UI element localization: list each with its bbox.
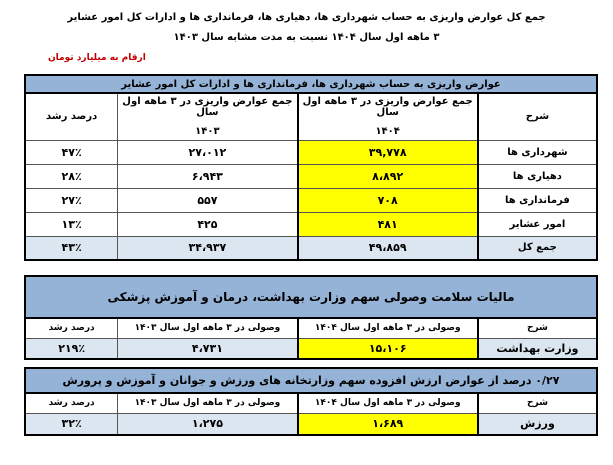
row-desc: وزارت بهداشت: [477, 337, 598, 360]
value-1403: ۴،۷۳۱: [117, 337, 299, 360]
growth-value: ۴۷٪: [24, 139, 119, 165]
total-row: جمع کل ۴۹،۸۵۹ ۳۴،۹۳۷ ۴۳٪: [24, 235, 598, 261]
health-tax-table: مالیات سلامت وصولی سهم وزارت بهداشت، درم…: [24, 275, 598, 360]
table-title: ۰/۲۷ درصد از عوارض ارزش افزوده سهم وزارت…: [24, 367, 598, 394]
header-1404: جمع عوارض واریزی در ۳ ماهه اول سال ۱۴۰۴: [296, 92, 479, 141]
table-title: عوارض واریزی به حساب شهرداری ها، فرماندا…: [24, 74, 598, 94]
header-1403: جمع عوارض واریزی در ۳ ماهه اول سال ۱۴۰۳: [117, 92, 299, 141]
unit-note: ارقام به میلیارد تومان: [48, 53, 146, 63]
growth-value: ۴۳٪: [24, 235, 119, 261]
header-growth: درصد رشد: [24, 317, 119, 339]
header-1404: وصولی در ۳ ماهه اول سال ۱۴۰۴: [296, 392, 479, 414]
value-1404: ۱،۶۸۹: [296, 412, 479, 436]
value-1403: ۴۲۵: [117, 211, 299, 237]
table-title: مالیات سلامت وصولی سهم وزارت بهداشت، درم…: [24, 275, 598, 319]
header-desc: شرح: [477, 392, 598, 414]
table-row: امور عشایر ۴۸۱ ۴۲۵ ۱۳٪: [24, 211, 598, 237]
report-title: جمع کل عوارض واریزی به حساب شهرداری ها، …: [67, 12, 546, 23]
table-row: ورزش ۱،۶۸۹ ۱،۲۷۵ ۳۲٪: [24, 412, 598, 436]
value-1403: ۶،۹۴۳: [117, 163, 299, 189]
value-1404: ۷۰۸: [296, 187, 479, 213]
sports-vat-table: ۰/۲۷ درصد از عوارض ارزش افزوده سهم وزارت…: [24, 367, 598, 436]
header-growth: درصد رشد: [24, 392, 119, 414]
row-desc: امور عشایر: [477, 211, 598, 237]
row-desc: دهیاری ها: [477, 163, 598, 189]
row-desc: شهرداری ها: [477, 139, 598, 165]
growth-value: ۳۲٪: [24, 412, 119, 436]
table-row: وزارت بهداشت ۱۵،۱۰۶ ۴،۷۳۱ ۲۱۹٪: [24, 337, 598, 360]
value-1404: ۴۹،۸۵۹: [296, 235, 479, 261]
growth-value: ۱۳٪: [24, 211, 119, 237]
value-1403: ۳۴،۹۳۷: [117, 235, 299, 261]
growth-value: ۲۸٪: [24, 163, 119, 189]
value-1403: ۵۵۷: [117, 187, 299, 213]
header-1404: وصولی در ۳ ماهه اول سال ۱۴۰۴: [296, 317, 479, 339]
header-desc: شرح: [477, 317, 598, 339]
header-1403: وصولی در ۳ ماهه اول سال ۱۴۰۳: [117, 392, 299, 414]
value-1404: ۳۹,۷۷۸: [296, 139, 479, 165]
value-1404: ۸،۸۹۲: [296, 163, 479, 189]
growth-value: ۲۷٪: [24, 187, 119, 213]
report-subtitle: ۳ ماهه اول سال ۱۴۰۴ نسبت به مدت مشابه سا…: [173, 32, 440, 43]
table-row: دهیاری ها ۸،۸۹۲ ۶،۹۴۳ ۲۸٪: [24, 163, 598, 189]
value-1403: ۲۷،۰۱۲: [117, 139, 299, 165]
municipal-fees-table: عوارض واریزی به حساب شهرداری ها، فرماندا…: [24, 74, 598, 261]
value-1403: ۱،۲۷۵: [117, 412, 299, 436]
row-desc: فرمانداری ها: [477, 187, 598, 213]
value-1404: ۱۵،۱۰۶: [296, 337, 479, 360]
header-growth: درصد رشد: [24, 92, 119, 141]
header-desc: شرح: [477, 92, 598, 141]
value-1404: ۴۸۱: [296, 211, 479, 237]
growth-value: ۲۱۹٪: [24, 337, 119, 360]
table-row: شهرداری ها ۳۹,۷۷۸ ۲۷،۰۱۲ ۴۷٪: [24, 139, 598, 165]
header-1403: وصولی در ۳ ماهه اول سال ۱۴۰۳: [117, 317, 299, 339]
row-desc: ورزش: [477, 412, 598, 436]
table-row: فرمانداری ها ۷۰۸ ۵۵۷ ۲۷٪: [24, 187, 598, 213]
row-desc: جمع کل: [477, 235, 598, 261]
